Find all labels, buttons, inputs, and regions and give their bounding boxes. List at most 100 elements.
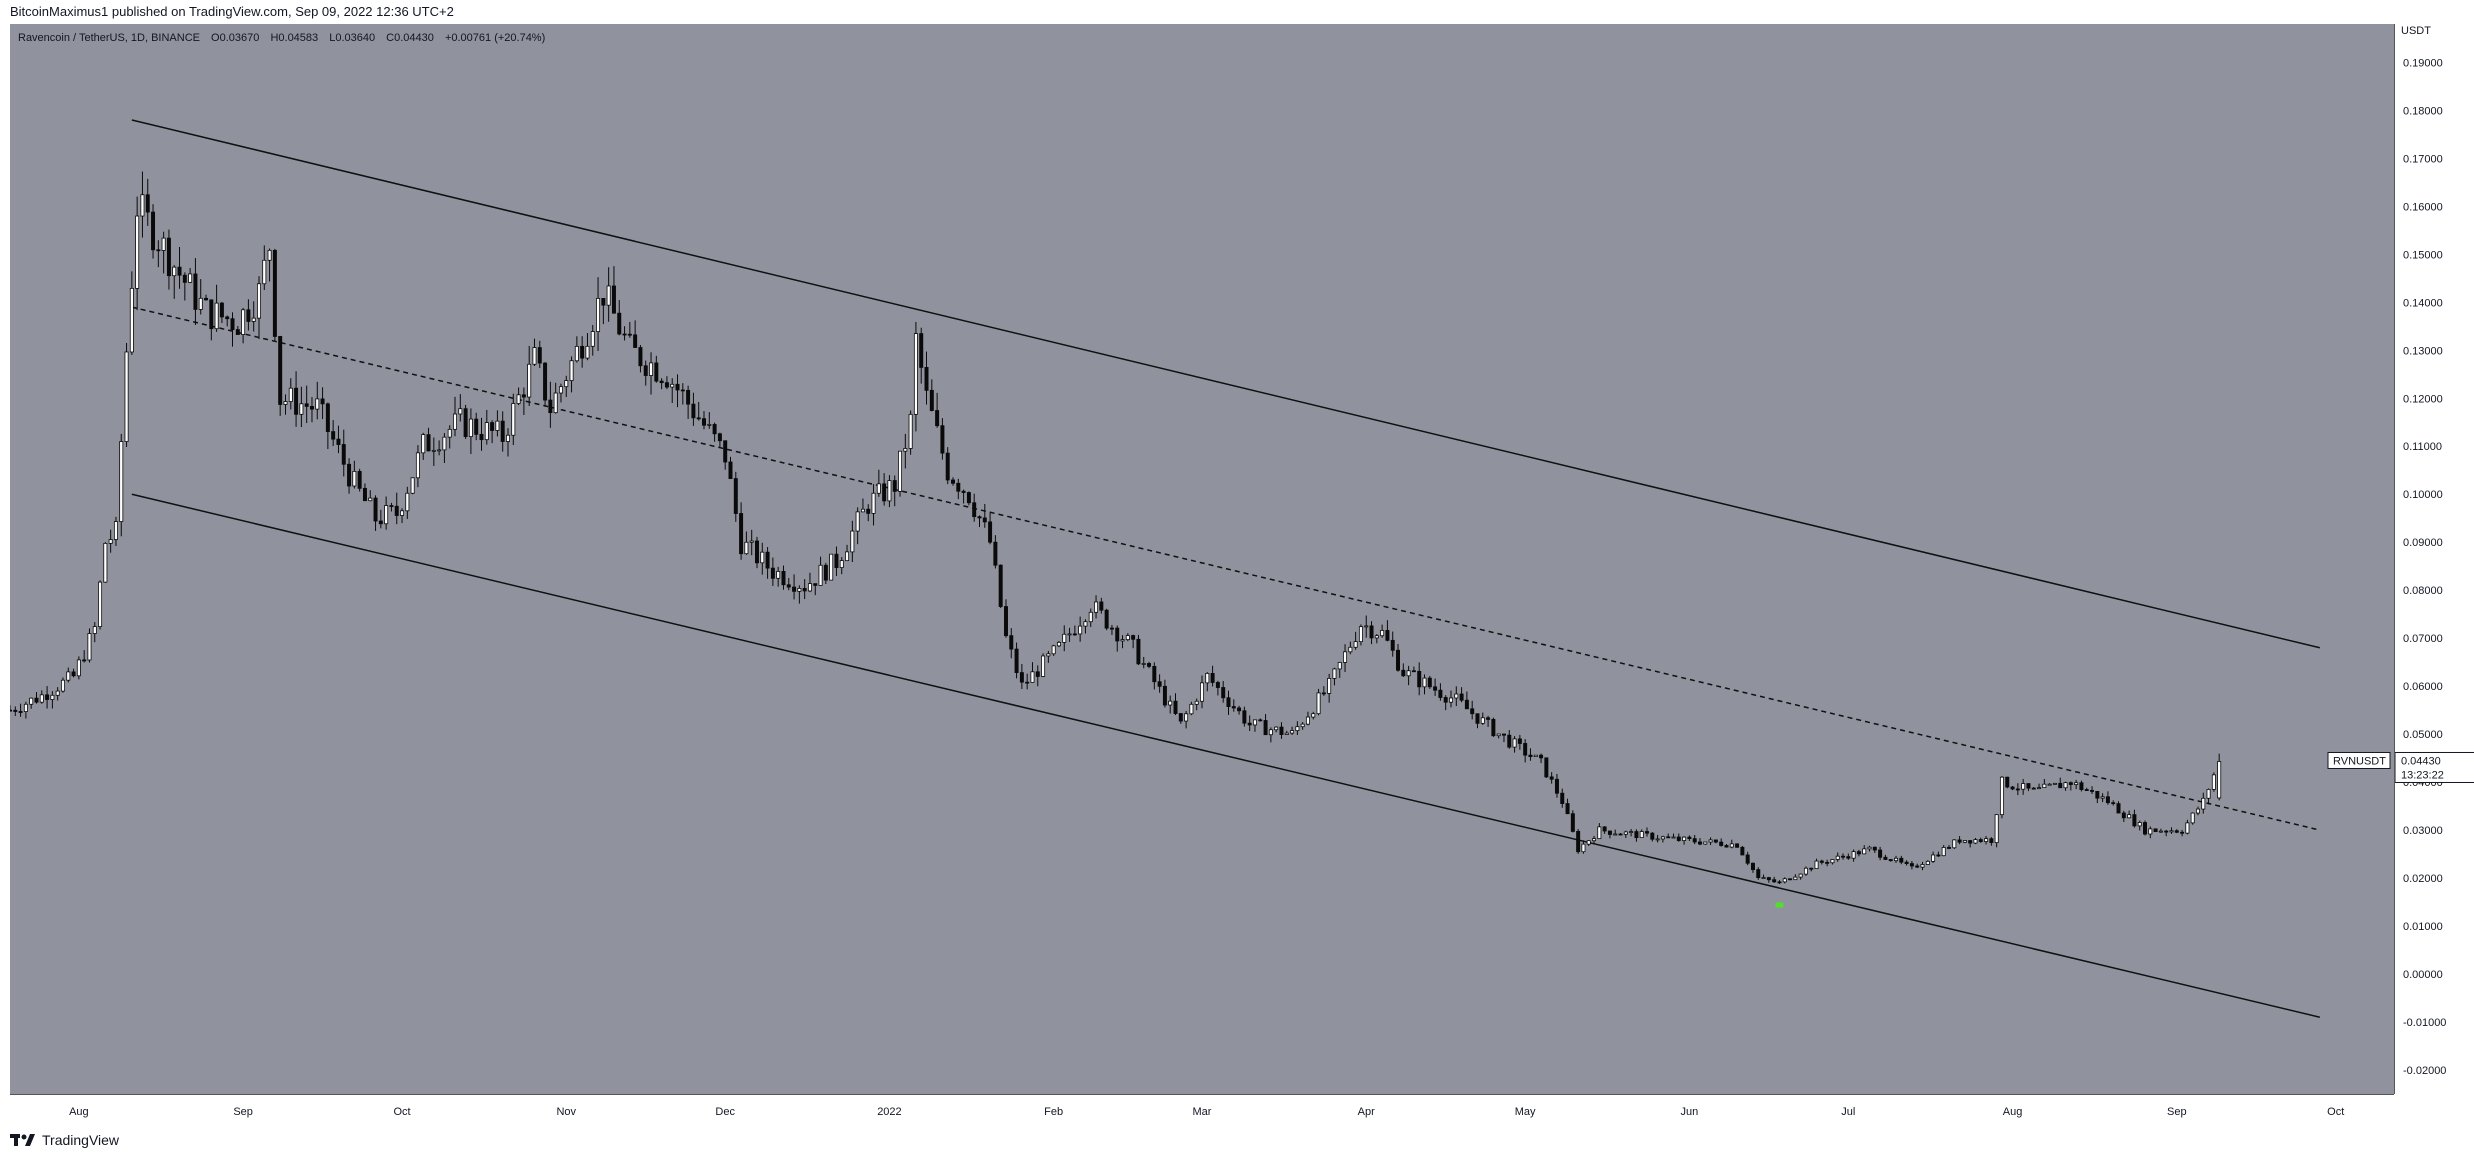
candle: [458, 394, 463, 422]
candle-body: [1125, 635, 1130, 641]
candle: [1072, 625, 1077, 636]
chart-pane[interactable]: RVNUSDT: [8, 24, 2394, 1094]
candle: [1544, 757, 1549, 779]
candle-body: [1369, 625, 1374, 639]
candle: [161, 231, 166, 274]
candle: [2095, 791, 2100, 804]
candle-body: [272, 249, 277, 337]
candle-body: [108, 539, 113, 544]
candle-body: [622, 333, 627, 336]
candle: [1788, 878, 1793, 881]
candle-body: [384, 505, 389, 525]
candle: [511, 393, 516, 446]
candle: [1915, 863, 1920, 869]
price-tick-label: 0.09000: [2403, 537, 2443, 549]
candle-body: [2116, 803, 2121, 814]
candle-body: [235, 329, 240, 335]
candle: [474, 412, 479, 441]
candle: [1406, 665, 1411, 686]
price-axis[interactable]: USDT 0.19000 0.18000 0.17000 0.16000 0.15000 0…: [2394, 24, 2474, 1094]
candle-body: [1639, 831, 1644, 839]
candle-body: [45, 694, 50, 700]
candle-body: [2026, 783, 2031, 789]
candle-body: [717, 433, 722, 442]
candle-body: [119, 441, 124, 522]
price-chart[interactable]: RVNUSDT: [8, 24, 2394, 1094]
symbol-badge: RVNUSDT: [2327, 751, 2391, 769]
candle-body: [1809, 867, 1814, 870]
candle-body: [1909, 863, 1914, 867]
price-tick-label: 0.17000: [2403, 153, 2443, 165]
candle: [1332, 667, 1337, 686]
candle-body: [702, 418, 706, 426]
candle: [1385, 620, 1390, 642]
candle: [966, 491, 971, 506]
candle-body: [177, 266, 182, 276]
price-tick-label: 0.11000: [2403, 441, 2442, 453]
candle: [876, 469, 881, 497]
candle-body: [1157, 681, 1162, 687]
candle: [1719, 838, 1724, 847]
candle-body: [352, 471, 357, 487]
candle: [1279, 722, 1284, 739]
candle-body: [1835, 855, 1840, 860]
symbol-legend: Ravencoin / TetherUS, 1D, BINANCE O0.036…: [18, 32, 545, 44]
candle: [2174, 829, 2179, 834]
candle-body: [2068, 782, 2073, 785]
candle-body: [1205, 673, 1210, 684]
candle-body: [739, 513, 744, 555]
candle-body: [834, 553, 839, 569]
candle: [29, 697, 34, 709]
candle: [241, 307, 246, 344]
candle-body: [193, 273, 198, 310]
candle-body: [2005, 776, 2010, 788]
price-tick-label: 0.19000: [2403, 57, 2443, 69]
candle-body: [1973, 839, 1978, 844]
candle: [728, 456, 733, 480]
candle-body: [1957, 839, 1962, 843]
candle: [998, 564, 1003, 609]
candle-body: [532, 347, 537, 365]
candle-body: [500, 420, 505, 442]
candle-body: [278, 336, 283, 405]
candle: [2137, 820, 2142, 831]
candle: [135, 196, 140, 311]
candle: [850, 520, 855, 562]
candle: [437, 440, 442, 456]
candle: [1592, 835, 1597, 845]
candle: [1724, 844, 1729, 848]
candle: [71, 668, 76, 678]
candle: [739, 502, 744, 560]
candle-body: [1592, 838, 1597, 842]
candle-body: [1475, 713, 1480, 724]
candle: [1597, 823, 1602, 840]
candle-body: [394, 505, 399, 516]
candle: [1618, 833, 1623, 836]
candle-body: [1978, 839, 1983, 842]
candle-body: [188, 273, 193, 283]
candle: [140, 171, 145, 238]
candle-body: [2095, 791, 2100, 799]
candle-body: [511, 403, 516, 436]
candle: [410, 477, 415, 495]
candle: [1501, 733, 1506, 743]
candle: [580, 336, 585, 368]
candle-body: [2105, 796, 2110, 804]
candle-body: [1311, 713, 1316, 718]
candle-body: [924, 367, 929, 391]
candle-body: [1682, 836, 1687, 841]
candle-body: [251, 317, 256, 322]
candle: [1920, 861, 1925, 871]
tradingview-logo-icon: [10, 1134, 35, 1146]
tradingview-logo[interactable]: TradingView: [10, 1132, 119, 1148]
candle-body: [1295, 726, 1300, 732]
candle: [1104, 608, 1109, 631]
candle-body: [903, 448, 908, 452]
candle: [151, 204, 156, 259]
candle-body: [1915, 865, 1920, 868]
candle: [1623, 830, 1628, 838]
candle: [272, 248, 277, 341]
candle-body: [1030, 671, 1035, 683]
candle-body: [2143, 822, 2147, 835]
time-axis[interactable]: Aug Sep Oct Nov Dec 2022 Feb Mar Apr May Jun Jul Aug…: [10, 1094, 2394, 1127]
